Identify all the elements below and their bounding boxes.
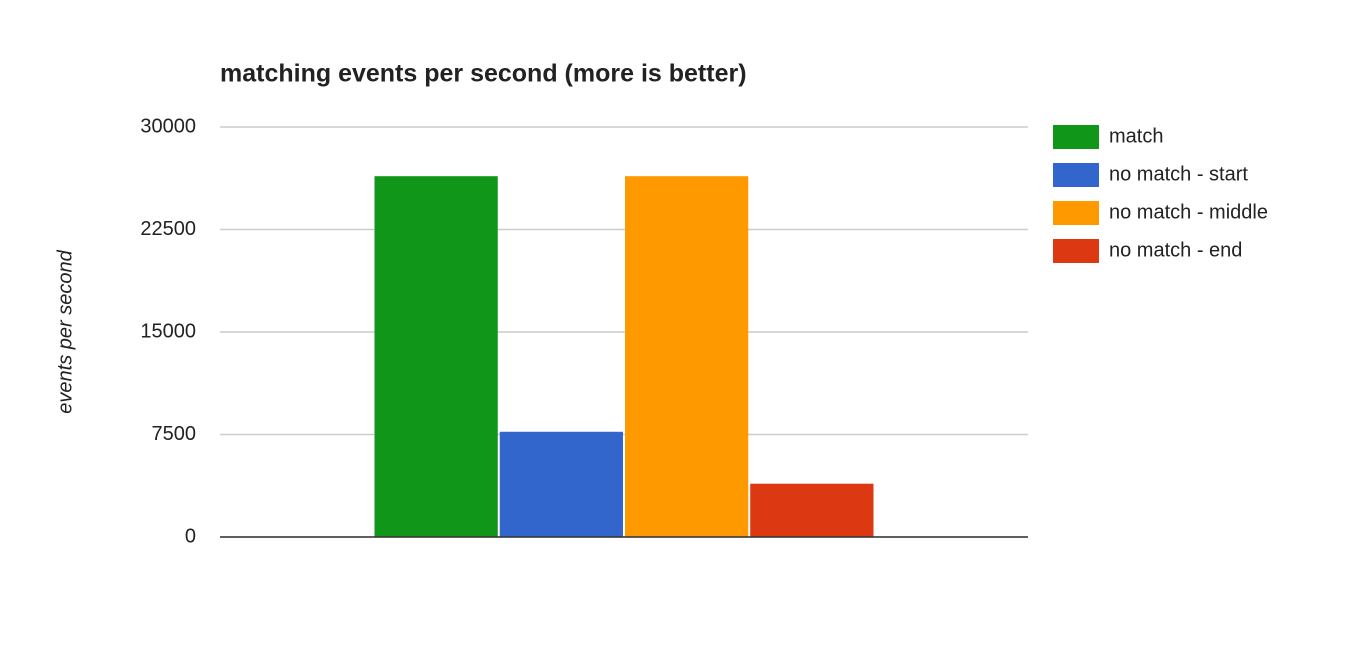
bar xyxy=(499,431,623,537)
legend-swatch xyxy=(1053,163,1099,187)
legend-swatch xyxy=(1053,239,1099,263)
y-tick-label: 7500 xyxy=(152,423,197,445)
y-axis-title: events per second xyxy=(54,249,76,413)
legend-label: no match - middle xyxy=(1109,201,1268,223)
legend-swatch xyxy=(1053,125,1099,149)
bar xyxy=(750,483,874,537)
legend-label: match xyxy=(1109,125,1163,147)
legend-label: no match - start xyxy=(1109,163,1248,185)
legend-label: no match - end xyxy=(1109,239,1242,261)
y-tick-label: 15000 xyxy=(140,320,196,342)
bar xyxy=(374,176,498,537)
chart-title: matching events per second (more is bett… xyxy=(220,60,747,88)
bar xyxy=(625,176,749,537)
y-tick-label: 0 xyxy=(185,525,196,547)
y-tick-label: 30000 xyxy=(140,115,196,137)
legend-swatch xyxy=(1053,201,1099,225)
y-tick-label: 22500 xyxy=(140,218,196,240)
